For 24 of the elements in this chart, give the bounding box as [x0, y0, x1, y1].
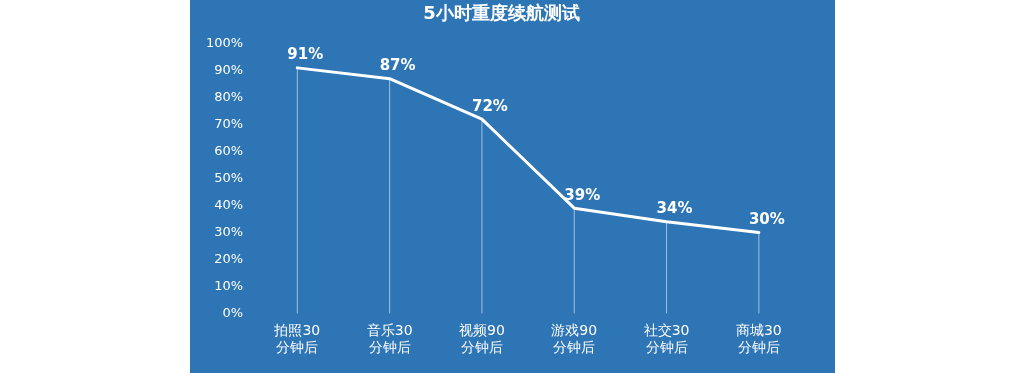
x-tick-label: 音乐30 分钟后	[366, 322, 413, 356]
y-tick-label: 30%	[214, 223, 244, 239]
y-tick-label: 100%	[205, 34, 244, 50]
text: 39%	[564, 185, 601, 204]
x-tick-label: 游戏90 分钟后	[551, 322, 598, 356]
text: 34%	[656, 199, 693, 218]
y-tick-label: 10%	[214, 277, 244, 293]
y-tick-label: 80%	[214, 88, 244, 104]
y-tick-label: 70%	[214, 115, 244, 131]
y-tick-label: 60%	[214, 142, 244, 158]
chart-title: 5小时重度续航测试	[423, 2, 580, 24]
x-tick-label: 视频90 分钟后	[459, 322, 505, 356]
y-tick-label: 0%	[222, 304, 244, 320]
x-tick-label: 商城30 分钟后	[735, 322, 782, 356]
text: 91%	[287, 45, 324, 64]
y-tick-label: 90%	[214, 61, 244, 77]
x-tick-label: 拍照30 分钟后	[273, 322, 321, 356]
text: 87%	[379, 56, 416, 75]
text: 30%	[748, 209, 785, 228]
y-tick-label: 20%	[214, 250, 244, 266]
y-tick-label: 40%	[214, 196, 244, 212]
x-tick-label: 社交30 分钟后	[643, 322, 690, 356]
y-tick-label: 50%	[214, 169, 244, 185]
text: 72%	[471, 96, 508, 115]
